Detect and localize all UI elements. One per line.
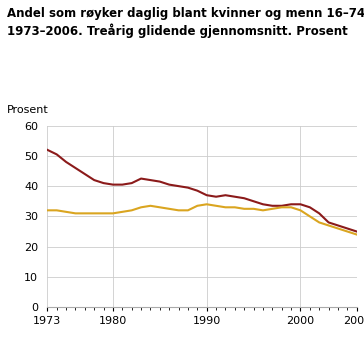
Menn — [45, 148, 50, 152]
Kvinner — [102, 211, 106, 215]
Menn — [92, 178, 96, 182]
Text: Andel som røyker daglig blant kvinner og menn 16–74 år.
1973–2006. Treårig glide: Andel som røyker daglig blant kvinner og… — [7, 5, 364, 38]
Kvinner — [130, 208, 134, 213]
Kvinner — [336, 227, 340, 231]
Menn — [205, 193, 209, 197]
Kvinner — [167, 207, 171, 211]
Kvinner — [289, 205, 293, 209]
Menn — [148, 178, 153, 182]
Kvinner — [148, 204, 153, 208]
Menn — [111, 183, 115, 187]
Menn — [345, 227, 349, 231]
Kvinner — [345, 229, 349, 233]
Kvinner — [55, 208, 59, 213]
Menn — [102, 181, 106, 185]
Menn — [270, 204, 274, 208]
Kvinner — [355, 232, 359, 237]
Kvinner — [195, 204, 199, 208]
Kvinner — [317, 220, 321, 224]
Kvinner — [186, 208, 190, 213]
Kvinner — [327, 223, 331, 228]
Kvinner — [158, 205, 162, 209]
Kvinner — [139, 205, 143, 209]
Menn — [73, 166, 78, 170]
Kvinner — [261, 208, 265, 213]
Menn — [242, 196, 246, 200]
Menn — [120, 183, 124, 187]
Menn — [233, 195, 237, 199]
Menn — [327, 220, 331, 224]
Menn — [195, 188, 199, 193]
Kvinner — [73, 211, 78, 215]
Menn — [261, 202, 265, 206]
Menn — [186, 186, 190, 190]
Menn — [64, 160, 68, 164]
Text: Prosent: Prosent — [7, 105, 49, 115]
Menn — [55, 152, 59, 156]
Legend: Menn, Kvinner: Menn, Kvinner — [118, 346, 286, 349]
Kvinner — [270, 207, 274, 211]
Kvinner — [64, 210, 68, 214]
Menn — [167, 183, 171, 187]
Menn — [139, 177, 143, 181]
Menn — [223, 193, 228, 197]
Kvinner — [252, 207, 256, 211]
Menn — [336, 223, 340, 228]
Kvinner — [214, 204, 218, 208]
Kvinner — [177, 208, 181, 213]
Menn — [252, 199, 256, 203]
Kvinner — [298, 208, 302, 213]
Kvinner — [83, 211, 87, 215]
Menn — [158, 179, 162, 184]
Line: Menn: Menn — [47, 150, 357, 231]
Menn — [280, 204, 284, 208]
Menn — [214, 195, 218, 199]
Menn — [298, 202, 302, 206]
Kvinner — [223, 205, 228, 209]
Menn — [289, 202, 293, 206]
Kvinner — [45, 208, 50, 213]
Menn — [317, 211, 321, 215]
Kvinner — [242, 207, 246, 211]
Menn — [130, 181, 134, 185]
Line: Kvinner: Kvinner — [47, 204, 357, 235]
Menn — [177, 184, 181, 188]
Menn — [308, 205, 312, 209]
Kvinner — [308, 214, 312, 218]
Menn — [83, 172, 87, 176]
Kvinner — [120, 210, 124, 214]
Kvinner — [205, 202, 209, 206]
Menn — [355, 229, 359, 233]
Kvinner — [280, 205, 284, 209]
Kvinner — [111, 211, 115, 215]
Kvinner — [233, 205, 237, 209]
Kvinner — [92, 211, 96, 215]
